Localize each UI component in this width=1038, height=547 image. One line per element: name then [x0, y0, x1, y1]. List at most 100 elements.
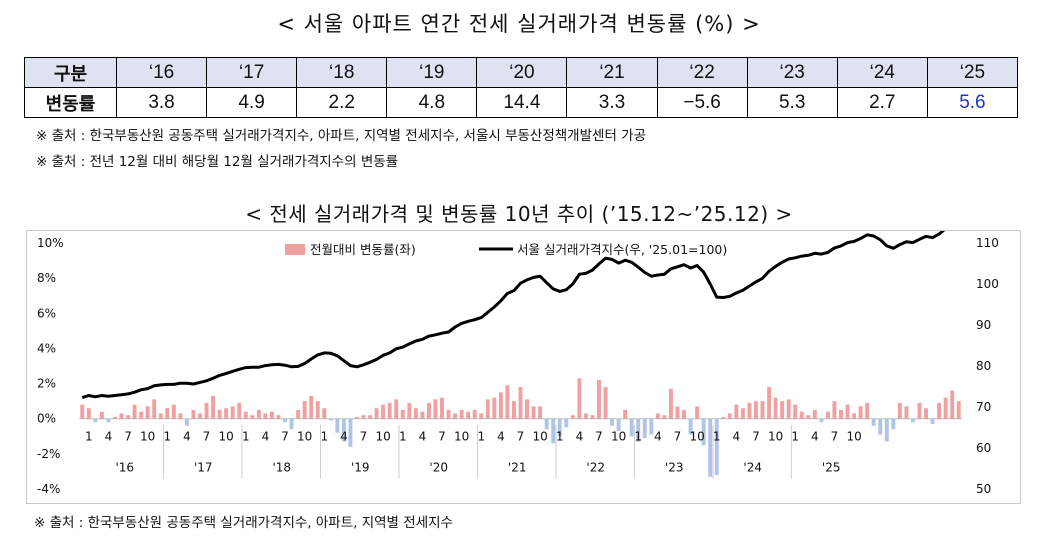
value-cell: 4.8 — [386, 87, 478, 118]
bar — [629, 418, 634, 437]
bar — [230, 406, 235, 419]
bar — [786, 399, 791, 419]
bar — [80, 404, 85, 419]
value-cell: 5.3 — [746, 87, 838, 118]
bar — [695, 406, 700, 419]
bar — [407, 402, 412, 419]
month-tick-label: 7 — [752, 430, 760, 444]
bar — [446, 409, 451, 419]
bar — [309, 395, 314, 419]
year-label: '25 — [822, 461, 841, 475]
month-tick-label: 7 — [360, 430, 368, 444]
right-axis-tick-label: 110 — [976, 236, 999, 250]
left-axis-tick-label: 0% — [37, 412, 56, 426]
legend-line-label: 서울 실거래가격지수(우, '25.01=100) — [517, 242, 727, 257]
source-note-2: ※ 출처 : 전년 12월 대비 해당월 12월 실거래가격지수의 변동률 — [36, 154, 399, 170]
month-tick-label: 4 — [105, 430, 113, 444]
bar — [538, 406, 543, 419]
year-cell: ‘20 — [476, 57, 568, 88]
month-tick-label: 7 — [124, 430, 132, 444]
bar — [950, 390, 955, 419]
bar — [269, 411, 274, 419]
bar — [767, 387, 772, 419]
bar — [374, 408, 379, 419]
right-axis-tick-label: 90 — [976, 318, 991, 332]
year-label: '21 — [508, 461, 527, 475]
bar — [341, 418, 346, 442]
bar — [701, 418, 706, 446]
value-cell: 4.9 — [206, 87, 298, 118]
bar — [204, 402, 209, 419]
bar-series — [80, 378, 961, 477]
month-tick-label: 10 — [375, 430, 390, 444]
bar — [420, 411, 425, 419]
month-tick-label: 4 — [576, 430, 584, 444]
year-cell: ‘17 — [206, 57, 298, 88]
year-label: '18 — [273, 461, 292, 475]
bar — [243, 411, 248, 419]
month-tick-label: 1 — [320, 430, 328, 444]
chart-legend: 전월대비 변동률(좌) 서울 실거래가격지수(우, '25.01=100) — [285, 242, 727, 257]
month-tick-label: 7 — [517, 430, 525, 444]
bar — [839, 409, 843, 419]
bar — [930, 418, 935, 424]
bar — [145, 406, 150, 419]
bar — [878, 418, 883, 435]
bar — [276, 415, 281, 419]
bar — [525, 399, 529, 419]
table-value-row: 변동률 3.8 4.9 2.2 4.8 14.4 3.3 −5.6 5.3 2.… — [24, 87, 1019, 118]
bar — [113, 416, 117, 419]
value-cell: 2.7 — [836, 87, 928, 118]
month-tick-label: 10 — [219, 430, 234, 444]
bar — [198, 413, 202, 419]
value-cell-highlight: 5.6 — [926, 87, 1019, 118]
bar — [302, 401, 307, 419]
bar — [217, 409, 222, 419]
bar — [466, 411, 471, 419]
month-tick-label: 4 — [497, 430, 505, 444]
bar — [825, 411, 830, 419]
bar — [662, 415, 667, 419]
bar — [106, 418, 111, 423]
chart-title: < 전세 실거래가격 및 변동률 10년 추이 (’15.12~’25.12) … — [245, 202, 793, 226]
left-axis-tick-label: -2% — [37, 447, 60, 461]
bar — [943, 397, 948, 419]
bar — [492, 397, 497, 419]
bar — [328, 418, 333, 421]
bar — [708, 418, 713, 477]
bar — [924, 408, 928, 419]
bar — [485, 399, 490, 419]
value-cell: 14.4 — [476, 87, 568, 118]
bar — [453, 413, 458, 419]
bar — [283, 418, 287, 423]
table-title: < 서울 아파트 연간 전세 실거래가격 변동률 (%) > — [277, 12, 761, 36]
bar — [740, 408, 745, 419]
bar — [603, 387, 608, 419]
month-tick-label: 10 — [532, 430, 547, 444]
bar — [544, 418, 549, 430]
month-tick-label: 4 — [340, 430, 348, 444]
bar — [773, 397, 778, 419]
bar — [577, 378, 582, 419]
bar — [583, 413, 588, 419]
bar — [178, 413, 183, 419]
bar — [780, 401, 785, 419]
year-label: '17 — [194, 461, 213, 475]
bar — [649, 418, 654, 435]
bar — [858, 406, 863, 419]
bar — [623, 409, 628, 419]
bar — [348, 418, 353, 447]
value-cell: 2.2 — [296, 87, 388, 118]
line-series — [81, 218, 960, 400]
bar — [904, 406, 909, 419]
bar — [184, 418, 189, 426]
right-axis-tick-label: 100 — [976, 277, 999, 291]
bar — [865, 402, 870, 419]
left-axis-tick-label: -4% — [37, 482, 60, 496]
legend-bar-swatch — [285, 244, 305, 255]
bar — [472, 409, 477, 419]
month-tick-label: 4 — [419, 430, 427, 444]
left-axis-tick-label: 8% — [37, 271, 56, 285]
month-tick-label: 1 — [477, 430, 485, 444]
